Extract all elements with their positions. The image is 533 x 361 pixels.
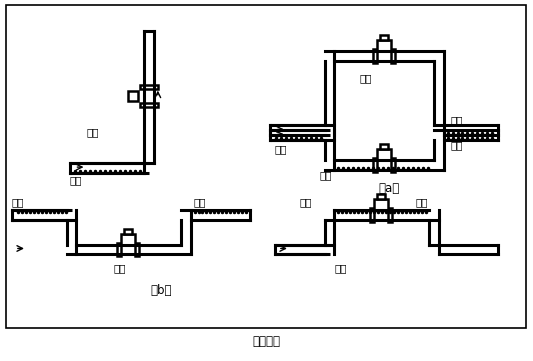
Text: 液体: 液体: [69, 175, 82, 185]
Bar: [380, 35, 388, 40]
Bar: [373, 49, 377, 63]
Bar: [121, 234, 135, 244]
Bar: [128, 91, 138, 101]
Text: 图（四）: 图（四）: [252, 335, 280, 348]
Bar: [370, 208, 374, 222]
Bar: [124, 229, 132, 234]
Text: 液体: 液体: [320, 170, 332, 180]
Text: 气泡: 气泡: [416, 197, 429, 207]
Text: 正确: 正确: [359, 73, 372, 83]
Text: 液体: 液体: [450, 140, 463, 150]
Text: 正确: 正确: [86, 127, 99, 137]
Bar: [140, 103, 158, 106]
Bar: [391, 49, 395, 63]
Text: 气泡: 气泡: [12, 197, 25, 207]
Bar: [388, 208, 392, 222]
Text: 气泡: 气泡: [193, 197, 206, 207]
Bar: [374, 199, 388, 210]
Bar: [377, 149, 391, 160]
Text: 正确: 正确: [113, 263, 126, 273]
Text: 液体: 液体: [450, 116, 463, 125]
Bar: [373, 158, 377, 172]
Text: （a）: （a）: [378, 182, 400, 195]
Bar: [377, 194, 385, 199]
Text: 错误: 错误: [335, 263, 347, 273]
Text: 气泡: 气泡: [300, 197, 312, 207]
Bar: [117, 243, 121, 256]
Text: （b）: （b）: [150, 284, 172, 297]
Bar: [391, 158, 395, 172]
Text: 错误: 错误: [275, 144, 287, 154]
Bar: [135, 243, 139, 256]
Bar: [377, 40, 391, 51]
Bar: [380, 144, 388, 149]
Bar: [140, 85, 158, 89]
